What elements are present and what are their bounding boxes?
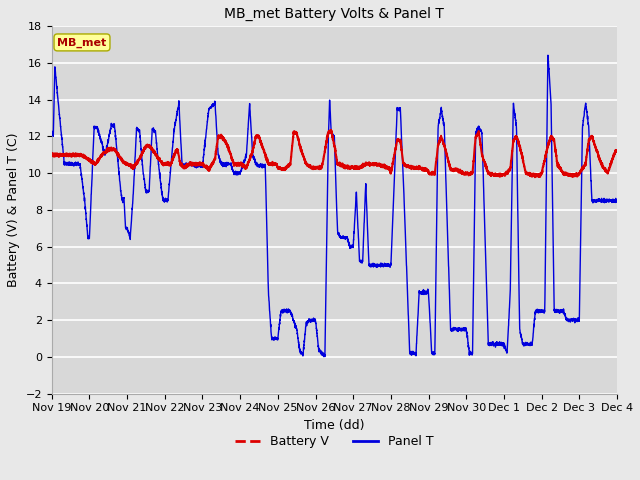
- Legend: Battery V, Panel T: Battery V, Panel T: [230, 431, 439, 454]
- Title: MB_met Battery Volts & Panel T: MB_met Battery Volts & Panel T: [225, 7, 444, 21]
- Y-axis label: Battery (V) & Panel T (C): Battery (V) & Panel T (C): [7, 132, 20, 287]
- X-axis label: Time (dd): Time (dd): [304, 419, 365, 432]
- Text: MB_met: MB_met: [58, 37, 107, 48]
